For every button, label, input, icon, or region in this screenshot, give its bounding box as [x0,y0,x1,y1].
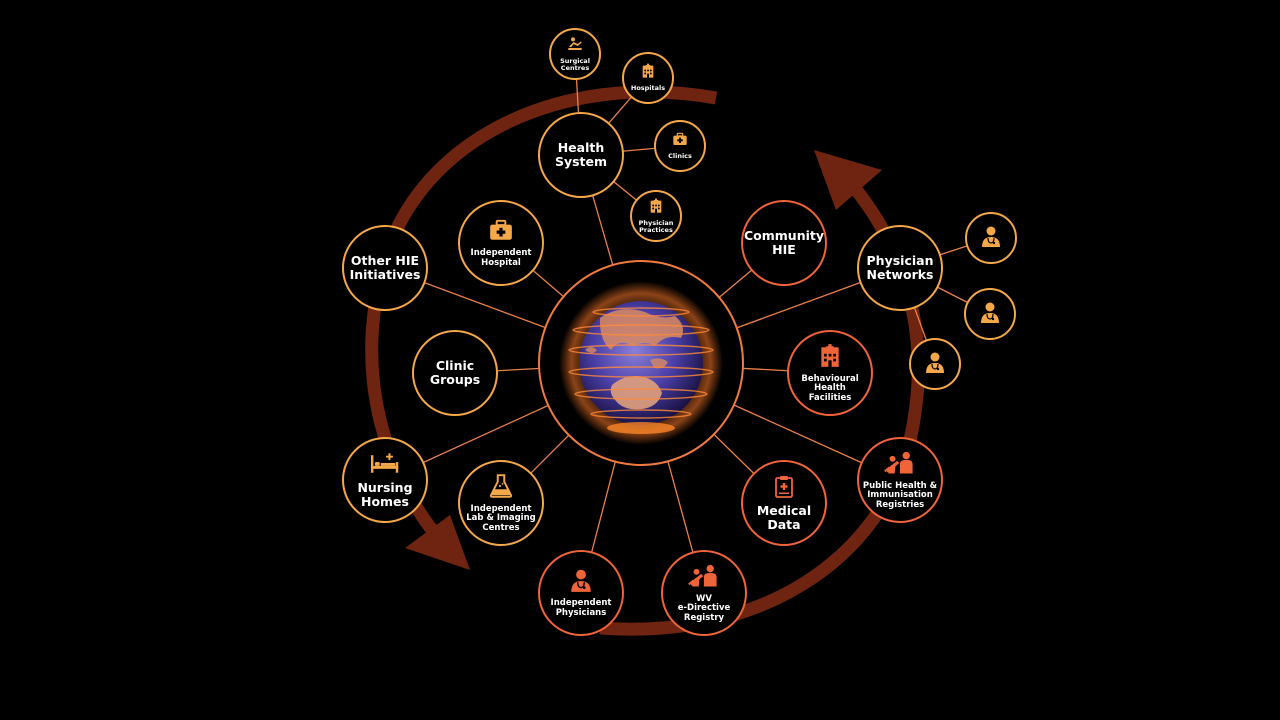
vaccination-icon [687,563,721,593]
physician-icon [923,350,947,378]
node-public-health: Public Health & Immunisation Registries [857,437,943,523]
globe-orbit-bands [568,307,714,419]
node-physician-practices: Physician Practices [630,190,682,242]
node-label: WV e-Directive Registry [677,593,731,623]
node-physician-2 [964,288,1016,340]
node-wv-registry: WV e-Directive Registry [661,550,747,636]
node-label: Community HIE [743,228,825,257]
flask-icon [488,473,514,503]
node-label: Public Health & Immunisation Registries [862,480,938,510]
physician-icon [568,567,594,597]
node-physician-networks: Physician Networks [857,225,943,311]
node-community-hie: Community HIE [741,200,827,286]
node-label: Independent Physicians [550,598,612,618]
node-label: Clinics [668,152,692,161]
node-label: Independent Lab & Imaging Centres [466,503,536,533]
node-hospitals: Hospitals [622,52,674,104]
node-surgical-centres: Surgical Centres [549,28,601,80]
right-arrowhead [814,150,882,210]
node-behavioural-health: Behavioural Health Facilities [787,330,873,416]
node-nursing-homes: Nursing Homes [342,437,428,523]
physician-icon [979,224,1003,252]
node-label: Independent Hospital [470,248,532,268]
node-label: Other HIE Initiatives [349,253,421,282]
node-label: Health System [554,140,608,169]
node-other-hie-initiatives: Other HIE Initiatives [342,225,428,311]
node-label: Hospitals [630,84,666,93]
hospital-icon [640,63,656,83]
left-arrowhead [405,515,470,570]
vaccination-icon [883,450,917,480]
node-label: Nursing Homes [357,480,413,509]
node-label: Physician Practices [638,218,674,234]
hospital-icon [817,343,843,373]
globe-continent-australia [610,376,662,410]
medkit-icon [672,131,688,151]
node-label: Clinic Groups [429,358,481,387]
node-label: Medical Data [756,503,812,532]
surgery-icon [567,36,583,56]
globe-continent-islands [585,347,668,369]
node-physician-3 [909,338,961,390]
node-medical-data: Medical Data [741,460,827,546]
globe-base-glow [607,422,675,434]
node-physician-1 [965,212,1017,264]
globe-continent-asia [599,309,683,350]
node-label: Physician Networks [866,253,934,282]
clipboard-icon [772,474,796,502]
hospital-icon [648,198,664,218]
node-health-system: Health System [538,112,624,198]
node-independent-physicians: Independent Physicians [538,550,624,636]
node-independent-hospital: Independent Hospital [458,200,544,286]
physician-icon [978,300,1002,328]
bed-icon [369,451,400,479]
node-clinic-groups: Clinic Groups [412,330,498,416]
node-label: Surgical Centres [560,56,590,72]
node-label: Behavioural Health Facilities [801,373,859,403]
node-independent-lab: Independent Lab & Imaging Centres [458,460,544,546]
medkit-icon [488,217,514,247]
node-clinics: Clinics [654,120,706,172]
